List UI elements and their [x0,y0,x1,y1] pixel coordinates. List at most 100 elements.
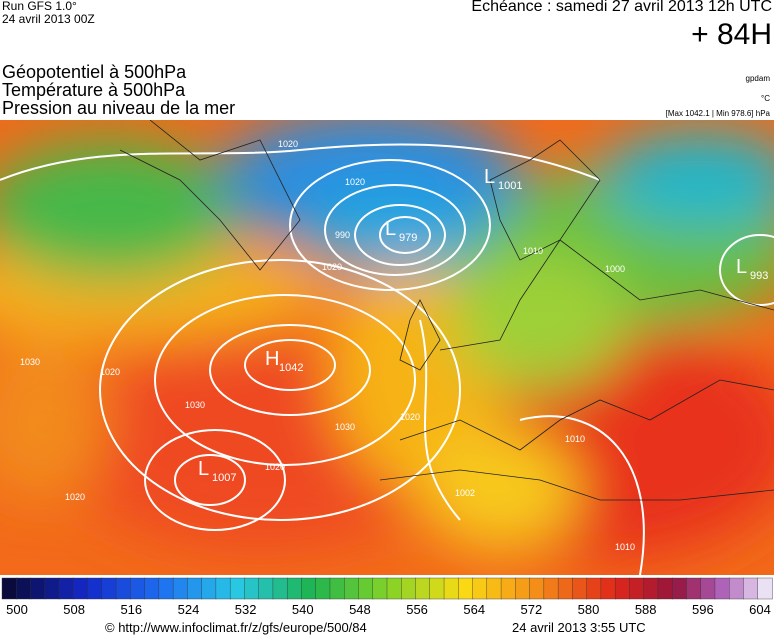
colorbar-cell [686,577,702,600]
colorbar-tick-label: 556 [406,602,428,617]
colorbar-cell [372,577,388,600]
unit: °C [761,94,770,103]
colorbar-cell [58,577,74,600]
isobar-label: 1002 [455,488,475,498]
colorbar-cell [529,577,545,600]
colorbar-cell [643,577,659,600]
colorbar-tick-label: 540 [292,602,314,617]
colorbar-cell [101,577,117,600]
colorbar-cell [158,577,174,600]
colorbar-cell [729,577,745,600]
pressure-center-value: 979 [399,232,417,244]
pressure-center-value: 993 [750,270,768,282]
footer-url: © http://www.infoclimat.fr/z/gfs/europe/… [105,620,367,635]
echeance: Echéance : samedi 27 avril 2013 12h UTC [471,0,772,15]
colorbar-cell [543,577,559,600]
pressure-center-value: 1042 [279,362,303,374]
coastlines [119,120,774,501]
isobar-label: 1020 [265,462,285,472]
colorbar-cell [614,577,631,600]
unit: [Max 1042.1 | Min 978.6] hPa [665,109,770,118]
pressure-center-type: L [484,166,495,188]
lead-time: + 84H [691,18,772,51]
colorbar-cell [401,577,417,600]
isobar-label: 1020 [65,492,85,502]
colorbar-cell [44,577,60,600]
run-date: 24 avril 2013 00Z [2,12,95,26]
colorbar-cell [73,577,89,600]
colorbar-cell [1,577,17,600]
isobar-label: 1020 [322,262,342,272]
isobars [0,143,774,575]
colorbar-cell [386,577,402,600]
pressure-center-type: L [736,256,747,278]
isobar-label: 1030 [185,400,205,410]
isobar-label: 1010 [523,246,543,256]
colorbar-cell [187,577,203,600]
colorbar-tick-label: 524 [178,602,200,617]
colorbar: 500 508 516 524 532 540 548 556 564 572 580 588 596 6… [1,577,773,617]
colorbar-tick-label: 508 [63,602,85,617]
colorbar-cell [500,577,517,600]
isobar-label: 1020 [400,412,420,422]
colorbar-tick-label: 548 [349,602,371,617]
isobar-label: 1020 [278,139,298,149]
colorbar-cell [87,577,103,600]
colorbar-cell [201,577,217,600]
title-line: Géopotentiel à 500hPa [2,62,187,82]
colorbar-cell [172,577,189,600]
colorbar-cell [443,577,459,600]
colorbar-cell [714,577,730,600]
isobar-label: 1020 [100,367,120,377]
isobar-label: 1030 [335,422,355,432]
colorbar-cell [486,577,502,600]
title-line: Température à 500hPa [2,80,186,100]
colorbar-cell [30,577,46,600]
pressure-center-value: 1007 [212,472,236,484]
colorbar-cell [700,577,716,600]
colorbar-tick-label: 580 [578,602,600,617]
colorbar-cell [358,577,374,600]
colorbar-cell [600,577,616,600]
colorbar-tick-label: 516 [120,602,142,617]
colorbar-cell [301,577,317,600]
pressure-center-type: L [385,218,396,240]
footer-date: 24 avril 2013 3:55 UTC [512,620,646,635]
colorbar-cell [572,577,588,600]
colorbar-cell [515,577,531,600]
colorbar-cell [657,577,673,600]
isobar-label: 1000 [605,264,625,274]
colorbar-cell [743,577,759,600]
colorbar-cell [415,577,431,600]
colorbar-cell [258,577,274,600]
colorbar-cell [315,577,331,600]
colorbar-tick-label: 572 [521,602,543,617]
colorbar-tick-label: 604 [749,602,771,617]
colorbar-cell [272,577,288,600]
colorbar-tick-label: 500 [6,602,28,617]
colorbar-tick-label: 596 [692,602,714,617]
pressure-center-value: 1001 [498,180,522,192]
isobar-label: 990 [335,230,350,240]
colorbar-cell [229,577,246,600]
colorbar-cell [671,577,688,600]
run-label: Run GFS 1.0° [2,0,77,13]
isobar-label: 1030 [20,357,40,367]
colorbar-tick-label: 564 [463,602,485,617]
colorbar-cell [757,577,773,600]
pressure-center-type: H [265,348,279,370]
colorbar-cell [586,577,602,600]
colorbar-tick-label: 588 [635,602,657,617]
colorbar-cell [244,577,260,600]
colorbar-cell [472,577,488,600]
isobar-label: 1020 [345,177,365,187]
colorbar-cell [557,577,574,600]
colorbar-cell [130,577,146,600]
colorbar-cell [344,577,360,600]
colorbar-cell [329,577,345,600]
pressure-center-type: L [198,458,209,480]
colorbar-tick-label: 532 [235,602,257,617]
isobar-label: 1010 [565,434,585,444]
